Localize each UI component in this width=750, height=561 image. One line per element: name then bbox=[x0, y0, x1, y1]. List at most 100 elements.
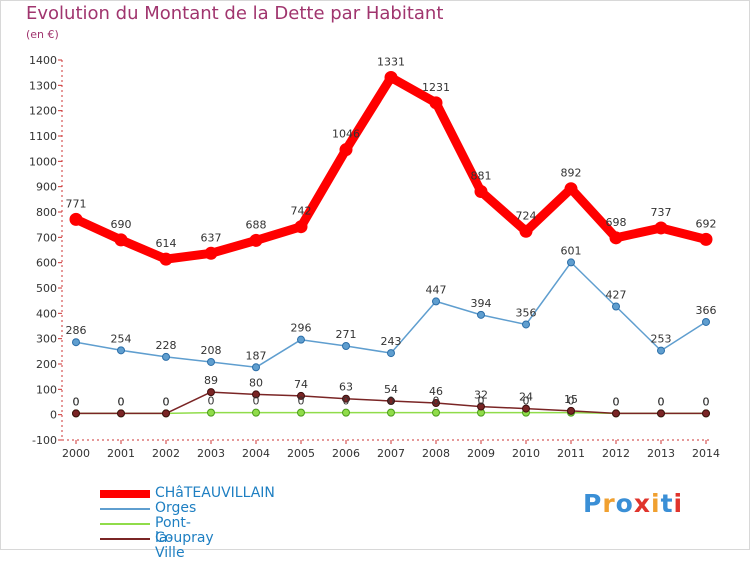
data-label: 0 bbox=[523, 395, 530, 408]
x-tick-label: 2014 bbox=[692, 447, 720, 460]
data-point bbox=[474, 184, 488, 198]
series-line bbox=[71, 73, 711, 264]
y-tick-label: 100 bbox=[36, 383, 57, 396]
data-label: 427 bbox=[606, 288, 627, 301]
data-label: 253 bbox=[651, 333, 672, 346]
x-tick-label: 2002 bbox=[152, 447, 180, 460]
x-tick-label: 2003 bbox=[197, 447, 225, 460]
data-point bbox=[384, 70, 398, 84]
y-tick-label: 1100 bbox=[29, 130, 57, 143]
data-label: 737 bbox=[651, 206, 672, 219]
data-label: 271 bbox=[336, 328, 357, 341]
data-point bbox=[609, 231, 623, 245]
data-label: 688 bbox=[246, 218, 267, 231]
data-label: 208 bbox=[201, 344, 222, 357]
data-point bbox=[657, 346, 665, 355]
x-tick-label: 2007 bbox=[377, 447, 405, 460]
data-label: 0 bbox=[73, 395, 80, 408]
y-tick-label: 200 bbox=[36, 358, 57, 371]
y-tick-label: 1200 bbox=[29, 105, 57, 118]
data-label: 1046 bbox=[332, 128, 360, 141]
data-point bbox=[387, 349, 395, 358]
y-tick-label: 400 bbox=[36, 307, 57, 320]
data-point bbox=[699, 232, 713, 246]
data-label: 724 bbox=[516, 209, 537, 222]
data-label: 742 bbox=[291, 205, 312, 218]
data-label: 0 bbox=[703, 395, 710, 408]
data-label: 187 bbox=[246, 349, 267, 362]
data-label: 0 bbox=[253, 395, 260, 408]
data-label: 32 bbox=[474, 389, 488, 402]
data-point bbox=[162, 352, 170, 361]
data-point bbox=[297, 408, 305, 417]
data-point bbox=[72, 338, 80, 347]
data-label: 1331 bbox=[377, 55, 405, 68]
x-tick-label: 2012 bbox=[602, 447, 630, 460]
y-tick-label: 0 bbox=[50, 409, 57, 422]
data-label: 637 bbox=[201, 231, 222, 244]
x-tick-label: 2001 bbox=[107, 447, 135, 460]
data-point bbox=[252, 408, 260, 417]
legend-label: CHâTEAUVILLAIN bbox=[155, 485, 275, 501]
data-label: 0 bbox=[613, 395, 620, 408]
legend-swatch bbox=[100, 490, 150, 498]
data-label: 0 bbox=[118, 395, 125, 408]
data-point bbox=[159, 252, 173, 266]
data-point bbox=[249, 233, 263, 247]
data-label: 0 bbox=[478, 395, 485, 408]
logo-letter: P bbox=[583, 489, 603, 518]
data-point bbox=[252, 390, 260, 399]
proxiti-logo: Proxiti bbox=[583, 489, 683, 518]
data-label: 243 bbox=[381, 335, 402, 348]
data-point bbox=[342, 342, 350, 351]
data-point bbox=[429, 96, 443, 110]
data-label: 1231 bbox=[422, 81, 450, 94]
data-label: 447 bbox=[426, 283, 447, 296]
data-point bbox=[657, 409, 665, 418]
data-label: 0 bbox=[343, 395, 350, 408]
logo-letter: x bbox=[633, 489, 651, 518]
data-point bbox=[387, 408, 395, 417]
data-label: 0 bbox=[118, 395, 125, 408]
y-tick-label: 1000 bbox=[29, 155, 57, 168]
x-tick-label: 2013 bbox=[647, 447, 675, 460]
data-label: 54 bbox=[384, 383, 398, 396]
data-label: 601 bbox=[561, 244, 582, 257]
data-point bbox=[477, 310, 485, 319]
data-point bbox=[432, 399, 440, 408]
data-point bbox=[387, 396, 395, 405]
data-label: 80 bbox=[249, 376, 263, 389]
legend-swatch bbox=[100, 508, 150, 510]
data-label: 0 bbox=[163, 395, 170, 408]
data-label: 614 bbox=[156, 237, 177, 250]
data-point bbox=[702, 317, 710, 326]
data-point bbox=[342, 408, 350, 417]
y-tick-label: 900 bbox=[36, 181, 57, 194]
data-point bbox=[702, 409, 710, 418]
legend-swatch bbox=[100, 523, 150, 525]
data-point bbox=[72, 409, 80, 418]
data-point bbox=[564, 182, 578, 196]
data-label: 892 bbox=[561, 167, 582, 180]
data-point bbox=[567, 406, 575, 415]
data-point bbox=[522, 320, 530, 329]
data-point bbox=[252, 363, 260, 372]
logo-letter: t bbox=[660, 489, 674, 518]
data-label: 0 bbox=[73, 395, 80, 408]
x-tick-label: 2005 bbox=[287, 447, 315, 460]
y-tick-label: -100 bbox=[32, 434, 57, 447]
data-point bbox=[612, 302, 620, 311]
data-label: 356 bbox=[516, 306, 537, 319]
data-label: 394 bbox=[471, 297, 492, 310]
data-label: 771 bbox=[66, 197, 87, 210]
data-label: 0 bbox=[658, 395, 665, 408]
data-point bbox=[477, 402, 485, 411]
data-point bbox=[567, 258, 575, 267]
y-tick-label: 600 bbox=[36, 257, 57, 270]
data-label: 0 bbox=[163, 395, 170, 408]
logo-letter: i bbox=[651, 489, 661, 518]
data-point bbox=[162, 409, 170, 418]
data-point bbox=[207, 408, 215, 417]
data-label: 46 bbox=[429, 385, 443, 398]
data-label: 0 bbox=[613, 395, 620, 408]
